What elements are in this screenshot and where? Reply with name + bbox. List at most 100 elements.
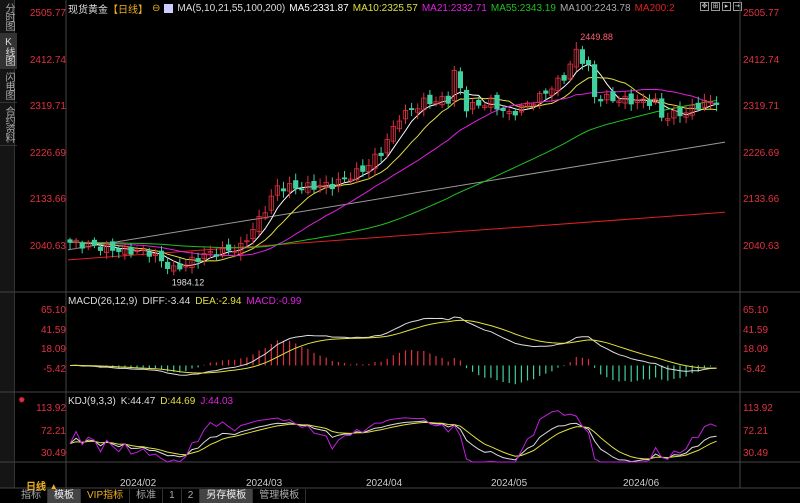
candle-body	[469, 102, 476, 110]
save-template-button[interactable]: 另存模板	[200, 489, 254, 503]
candle-body	[91, 239, 97, 246]
candle-body	[164, 261, 171, 269]
zoom-icon[interactable]: ⊞	[711, 2, 720, 11]
candle-body	[207, 251, 213, 254]
candle-body	[256, 216, 262, 233]
ma55-line	[70, 100, 717, 249]
price-axis-label-right: 2226.69	[743, 147, 780, 159]
candle-body	[104, 243, 110, 254]
candle-body	[305, 182, 311, 193]
macd-axis-label: 41.59	[40, 324, 66, 336]
play-icon[interactable]: ▸	[722, 2, 731, 11]
collapse-icon[interactable]: ⊖	[152, 3, 161, 14]
candle-body	[378, 152, 384, 157]
candle-body	[323, 181, 329, 188]
price-axis-label: 2505.77	[29, 8, 66, 19]
candle-body	[354, 168, 360, 181]
macd-label: MACD(26,12,9)	[68, 296, 138, 307]
kdj-j: J:44.03	[200, 396, 234, 407]
macd-axis-label-right: -5.42	[743, 364, 766, 375]
tab-indicator[interactable]: 指标	[15, 489, 48, 503]
tab-2[interactable]: 2	[182, 489, 201, 503]
high-annotation: 2449.88	[580, 32, 613, 42]
period-selector[interactable]: 日线 ▲	[26, 482, 59, 493]
kdj-axis-label-right: 72.21	[743, 425, 769, 437]
candle-body	[415, 108, 421, 113]
candle-body	[671, 110, 677, 119]
macd-diff-line	[69, 316, 717, 376]
indicator-icon[interactable]	[164, 4, 174, 13]
candle-body	[616, 100, 622, 103]
tab-standard[interactable]: 标准	[130, 489, 164, 503]
macd-dea-line	[69, 319, 717, 374]
candle-body	[177, 263, 183, 270]
chart-header: 现货黄金 【日线】 ⊖ MA(5,10,21,55,100,200) MA5:2…	[68, 1, 675, 16]
candle-body	[372, 153, 378, 169]
ma21-line	[69, 88, 717, 257]
candle-body	[97, 246, 104, 251]
candle-body	[73, 239, 79, 244]
kdj-settings-icon[interactable]: ✹	[18, 395, 26, 405]
candle-body	[433, 101, 439, 104]
candle-body	[408, 108, 415, 110]
tab-vip-indicator[interactable]: VIP指标	[81, 489, 131, 503]
manage-template-button[interactable]: 管理模板	[253, 489, 307, 503]
sidebar-item-flash[interactable]: 闪电图	[0, 69, 17, 103]
tab-1[interactable]: 1	[163, 489, 182, 503]
low-annotation: 1984.12	[172, 277, 205, 287]
bottom-tabs: 指标 模板 VIP指标 标准 1 2 另存模板 管理模板	[15, 489, 307, 503]
candle-body	[189, 256, 195, 268]
date-label: 2024/03	[246, 478, 283, 489]
kdj-header: KDJ(9,3,3) K:44.47 D:44.69 J:44.03	[68, 396, 233, 407]
candle-body	[146, 251, 152, 257]
candle-body	[665, 118, 671, 121]
candle-body	[293, 180, 299, 189]
price-axis-label-right: 2133.66	[743, 194, 780, 205]
macd-axis-label-right: 65.10	[743, 305, 769, 316]
sidebar-item-contract[interactable]: 合约资料	[0, 103, 17, 146]
sidebar-item-timeshare[interactable]: 分时图	[0, 0, 17, 34]
candle-body	[85, 242, 91, 248]
candle-body	[79, 242, 85, 249]
candle-body	[646, 99, 653, 106]
kdj-d-line	[69, 421, 717, 460]
ma100-value: MA100:2243.78	[559, 3, 631, 14]
candle-body	[250, 228, 256, 239]
candle-body	[518, 105, 525, 113]
candle-body	[622, 95, 628, 104]
candle-body	[213, 254, 219, 257]
candle-body	[659, 98, 665, 118]
candle-body	[286, 183, 293, 192]
candle-body	[396, 120, 403, 130]
tab-template[interactable]: 模板	[48, 489, 81, 503]
candle-body	[628, 93, 634, 105]
candle-body	[524, 102, 531, 107]
candle-body	[171, 265, 177, 272]
kdj-label: KDJ(9,3,3)	[68, 396, 116, 407]
candle-body	[653, 98, 659, 104]
sidebar-item-kline[interactable]: K线图	[0, 34, 17, 69]
candle-body	[451, 70, 457, 101]
candle-body	[457, 71, 464, 89]
candle-body	[421, 97, 427, 111]
candle-body	[640, 98, 647, 103]
candle-body	[585, 60, 592, 65]
fullscreen-icon[interactable]: ✥	[700, 2, 709, 11]
price-axis-label: 2133.66	[29, 194, 66, 205]
ma200-line	[67, 211, 726, 261]
kdj-d: D:44.69	[160, 396, 196, 407]
candle-body	[402, 109, 409, 120]
candle-body	[561, 75, 567, 81]
ma-label: MA(5,10,21,55,100,200)	[177, 3, 286, 14]
date-label: 2024/04	[366, 478, 403, 489]
kdj-axis-label-right: 113.92	[743, 403, 773, 414]
candle-body	[183, 264, 189, 268]
kdj-axis-label-right: 30.49	[743, 448, 769, 459]
candle-body	[579, 49, 586, 64]
period-label[interactable]: 【日线】	[108, 5, 148, 16]
end-icon[interactable]: ⇥	[733, 2, 742, 11]
ma5-line	[69, 63, 717, 267]
candle-body	[677, 107, 683, 117]
macd-axis-label-right: 18.09	[743, 344, 769, 356]
